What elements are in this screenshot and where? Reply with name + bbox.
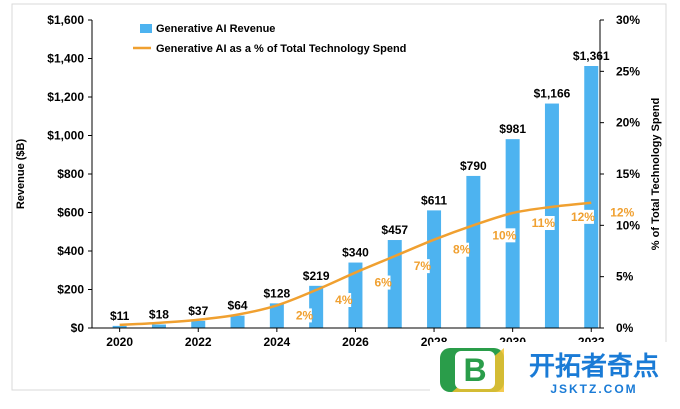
y-tick-label: $1,000 bbox=[47, 129, 84, 143]
y2-tick-label: 0% bbox=[616, 321, 634, 335]
line-label-bg bbox=[333, 293, 352, 308]
bar-value-label: $981 bbox=[499, 122, 526, 136]
x-tick-label: 2026 bbox=[342, 335, 369, 349]
line-value-label: 12% bbox=[571, 210, 595, 224]
y2-tick-label: 5% bbox=[616, 270, 634, 284]
y-axis-label: Revenue ($B) bbox=[15, 139, 27, 210]
line-label-bg bbox=[372, 275, 391, 290]
bar-value-label: $128 bbox=[263, 286, 290, 300]
bar-value-label: $611 bbox=[421, 193, 447, 207]
revenue-bar bbox=[191, 320, 206, 328]
line-label-bg bbox=[451, 242, 470, 257]
line-value-label: 2% bbox=[296, 308, 314, 322]
line-value-label: 12% bbox=[610, 206, 634, 220]
legend-bar-swatch bbox=[140, 24, 152, 33]
y-tick-label: $1,200 bbox=[47, 90, 84, 104]
x-tick-label: 2020 bbox=[106, 335, 133, 349]
bar-value-label: $64 bbox=[228, 299, 248, 313]
line-value-label: 7% bbox=[414, 259, 432, 273]
x-tick-label: 2024 bbox=[263, 335, 290, 349]
revenue-bar bbox=[466, 175, 481, 328]
bar-value-label: $11 bbox=[110, 309, 130, 323]
line-value-label: 11% bbox=[532, 216, 556, 230]
y2-tick-label: 20% bbox=[616, 116, 640, 130]
y-tick-label: $800 bbox=[57, 167, 84, 181]
y-tick-label: $400 bbox=[57, 244, 84, 258]
bar-value-label: $219 bbox=[303, 269, 330, 283]
watermark-logo-inner bbox=[455, 351, 495, 389]
y-tick-label: $600 bbox=[57, 206, 84, 220]
line-label-bg bbox=[411, 259, 430, 274]
legend-bar-label: Generative AI Revenue bbox=[156, 23, 275, 35]
y-tick-label: $200 bbox=[57, 283, 84, 297]
revenue-bar bbox=[544, 103, 559, 328]
watermark-logo-letter: B bbox=[463, 352, 486, 388]
y2-tick-label: 15% bbox=[616, 167, 640, 181]
bar-value-label: $37 bbox=[188, 304, 208, 318]
y2-tick-label: 30% bbox=[616, 13, 640, 27]
y2-tick-label: 25% bbox=[616, 64, 640, 78]
revenue-bar bbox=[112, 325, 127, 328]
revenue-bar bbox=[387, 240, 402, 328]
line-label-bg bbox=[293, 308, 312, 323]
line-value-label: 8% bbox=[453, 243, 471, 257]
line-label-bg bbox=[529, 216, 555, 231]
revenue-bar bbox=[348, 262, 363, 328]
bar-value-label: $1,361 bbox=[573, 49, 610, 63]
y2-tick-label: 10% bbox=[616, 218, 640, 232]
line-label-bg bbox=[568, 209, 594, 224]
x-tick-label: 2022 bbox=[185, 335, 212, 349]
y-tick-label: $1,400 bbox=[47, 52, 84, 66]
watermark-subtitle: JSKTZ.COM bbox=[550, 382, 637, 396]
line-value-label: 10% bbox=[492, 228, 516, 242]
revenue-bar bbox=[151, 324, 166, 328]
legend: Generative AI Revenue Generative AI as a… bbox=[133, 23, 406, 55]
watermark: B 开拓者奇点 JSKTZ.COM bbox=[430, 342, 676, 398]
revenue-bar bbox=[584, 66, 599, 328]
line-label-bg bbox=[608, 205, 634, 220]
revenue-bar bbox=[230, 315, 245, 328]
pct-line bbox=[119, 201, 592, 327]
bar-value-label: $340 bbox=[342, 246, 369, 260]
chart-frame bbox=[11, 3, 667, 391]
y-tick-label: $1,600 bbox=[47, 13, 84, 27]
bar-value-label: $457 bbox=[381, 223, 408, 237]
line-label-bg bbox=[490, 228, 516, 243]
bar-value-label: $790 bbox=[460, 159, 487, 173]
line-value-label: 4% bbox=[335, 293, 353, 307]
revenue-bar bbox=[309, 285, 324, 328]
legend-line-label: Generative AI as a % of Total Technology… bbox=[156, 43, 406, 55]
y2-axis-label: % of Total Technology Spend bbox=[650, 98, 662, 250]
bar-value-label: $18 bbox=[149, 308, 169, 322]
y-tick-label: $0 bbox=[71, 321, 85, 335]
watermark-title: 开拓者奇点 bbox=[529, 351, 659, 381]
line-value-label: 6% bbox=[374, 276, 392, 290]
bar-value-label: $1,166 bbox=[534, 87, 571, 101]
revenue-bar bbox=[269, 303, 284, 328]
